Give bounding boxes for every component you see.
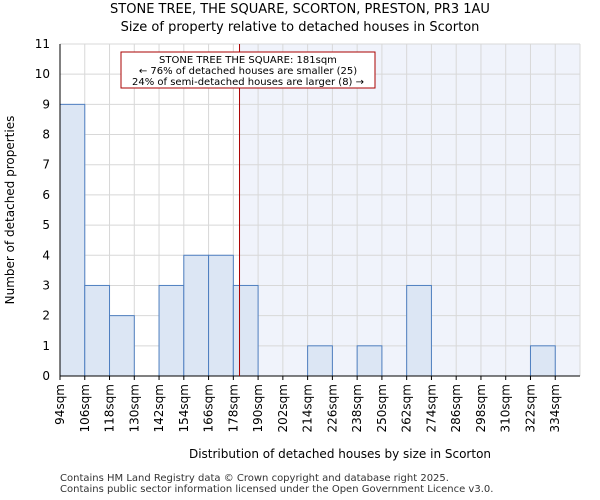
y-tick-label: 11 [35, 37, 50, 51]
chart-subtitle: Size of property relative to detached ho… [120, 20, 480, 35]
annotation-line-2: ← 76% of detached houses are smaller (25… [139, 66, 357, 77]
x-tick-label: 286sqm [449, 384, 463, 432]
x-tick-label: 118sqm [103, 384, 117, 432]
x-tick-label: 262sqm [400, 384, 414, 432]
y-axis-label: Number of detached properties [3, 116, 17, 305]
x-tick-label: 202sqm [276, 384, 290, 432]
y-tick-label: 2 [42, 309, 50, 323]
histogram-bar [208, 254, 234, 377]
x-tick-label: 94sqm [53, 384, 67, 425]
y-tick-label: 3 [42, 278, 50, 292]
y-tick-label: 5 [42, 218, 50, 232]
annotation-line-3: 24% of semi-detached houses are larger (… [132, 77, 364, 88]
x-tick-label: 226sqm [325, 384, 339, 432]
y-tick-label: 8 [42, 128, 50, 142]
histogram-bar [109, 315, 135, 377]
x-tick-label: 322sqm [523, 384, 537, 432]
footer-line-2: Contains public sector information licen… [60, 484, 494, 495]
x-axis-label: Distribution of detached houses by size … [189, 447, 491, 461]
x-tick-label: 274sqm [424, 384, 438, 432]
chart-title: STONE TREE, THE SQUARE, SCORTON, PRESTON… [110, 2, 490, 17]
x-tick-label: 214sqm [301, 384, 315, 432]
histogram-bar [356, 345, 383, 377]
y-tick-label: 1 [42, 339, 50, 353]
y-tick-label: 0 [42, 369, 50, 383]
x-tick-label: 154sqm [177, 384, 191, 432]
histogram-bar [59, 103, 86, 377]
x-tick-label: 142sqm [152, 384, 166, 432]
y-tick-label: 10 [35, 67, 50, 81]
x-tick-label: 334sqm [548, 384, 562, 432]
annotation-box [120, 51, 376, 89]
x-tick-label: 250sqm [375, 384, 389, 432]
footer-line-1: Contains HM Land Registry data © Crown c… [60, 473, 449, 484]
histogram-bar [183, 254, 210, 377]
y-tick-label: 9 [42, 97, 50, 111]
histogram-bar [307, 345, 333, 377]
histogram-bar [406, 284, 432, 377]
x-tick-label: 106sqm [78, 384, 92, 432]
histogram-bar [232, 284, 259, 377]
histogram-bar [529, 345, 556, 377]
x-tick-label: 310sqm [499, 384, 513, 432]
annotation-line-1: STONE TREE THE SQUARE: 181sqm [159, 55, 337, 66]
y-tick-label: 4 [42, 248, 50, 262]
x-tick-label: 298sqm [474, 384, 488, 432]
y-tick-label: 6 [42, 188, 50, 202]
x-tick-label: 238sqm [350, 384, 364, 432]
x-tick-label: 166sqm [202, 384, 216, 432]
x-tick-label: 190sqm [251, 384, 265, 432]
x-tick-label: 130sqm [127, 384, 141, 432]
histogram-bar [84, 284, 111, 377]
histogram-bar [158, 284, 185, 377]
y-tick-label: 7 [42, 158, 50, 172]
x-tick-label: 178sqm [226, 384, 240, 432]
